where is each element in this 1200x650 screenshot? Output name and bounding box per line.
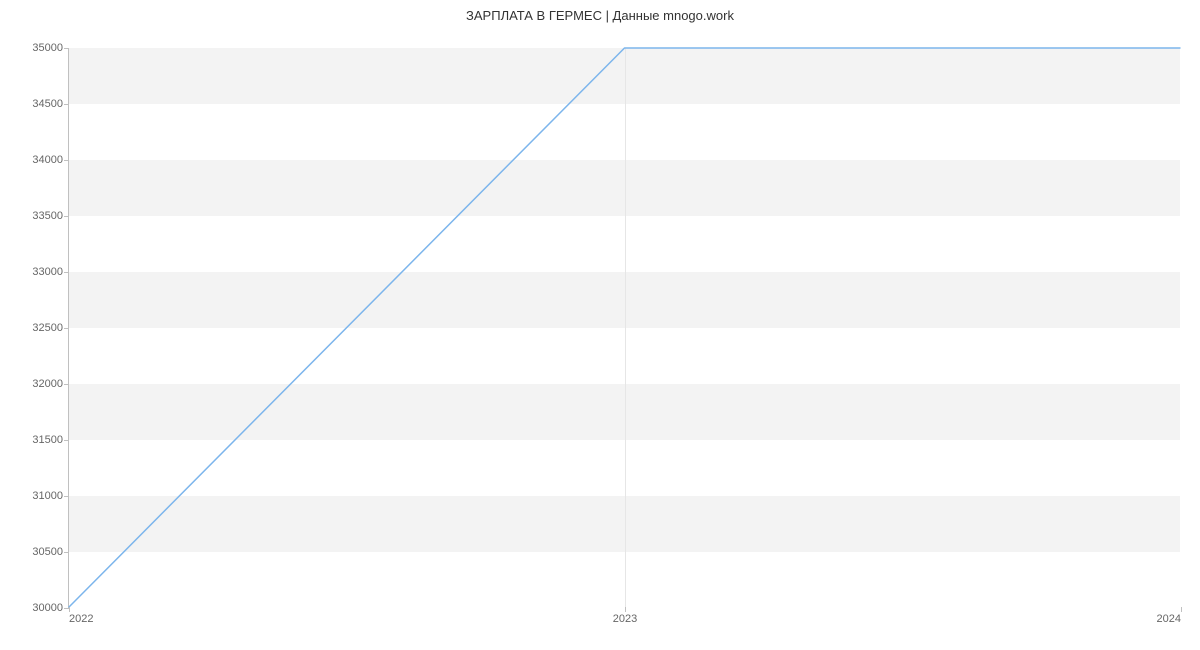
salary-line-chart: ЗАРПЛАТА В ГЕРМЕС | Данные mnogo.work 30… xyxy=(0,0,1200,650)
y-tick-mark xyxy=(64,328,69,329)
chart-title: ЗАРПЛАТА В ГЕРМЕС | Данные mnogo.work xyxy=(0,8,1200,23)
y-tick-label: 31000 xyxy=(32,490,63,502)
series-line-salary xyxy=(69,48,1180,607)
line-series-layer xyxy=(69,48,1180,607)
y-tick-mark xyxy=(64,496,69,497)
y-tick-mark xyxy=(64,216,69,217)
y-tick-mark xyxy=(64,552,69,553)
y-tick-label: 34000 xyxy=(32,154,63,166)
y-tick-label: 31500 xyxy=(32,434,63,446)
y-tick-mark xyxy=(64,104,69,105)
x-tick-label: 2022 xyxy=(69,613,93,625)
y-tick-mark xyxy=(64,384,69,385)
x-tick-mark xyxy=(69,607,70,612)
y-tick-label: 32000 xyxy=(32,378,63,390)
x-tick-label: 2023 xyxy=(613,613,637,625)
chart-plot-area: 3000030500310003150032000325003300033500… xyxy=(68,48,1180,608)
y-tick-mark xyxy=(64,160,69,161)
y-tick-label: 30000 xyxy=(32,602,63,614)
y-tick-label: 33500 xyxy=(32,210,63,222)
x-tick-mark xyxy=(1181,607,1182,612)
y-tick-mark xyxy=(64,272,69,273)
y-tick-label: 32500 xyxy=(32,322,63,334)
x-tick-label: 2024 xyxy=(1157,613,1181,625)
x-tick-mark xyxy=(625,607,626,612)
y-tick-label: 34500 xyxy=(32,98,63,110)
y-tick-label: 33000 xyxy=(32,266,63,278)
y-tick-mark xyxy=(64,48,69,49)
y-tick-label: 30500 xyxy=(32,546,63,558)
y-tick-label: 35000 xyxy=(32,42,63,54)
y-tick-mark xyxy=(64,440,69,441)
